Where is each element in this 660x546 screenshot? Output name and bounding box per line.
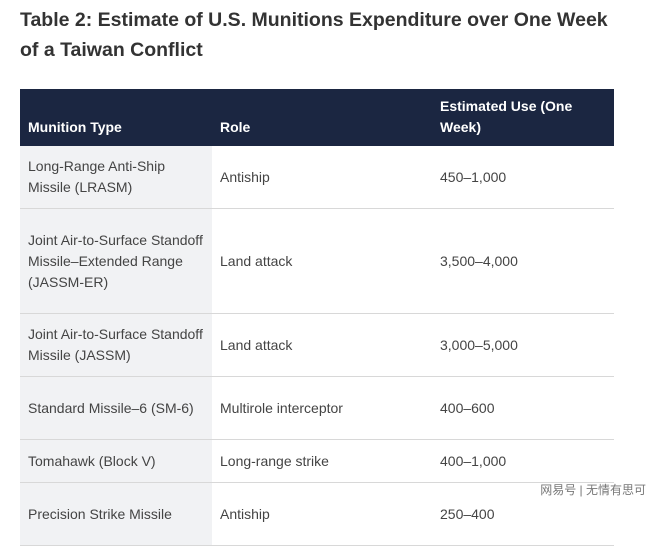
table-cell: Antiship: [220, 505, 270, 522]
table-cell: 3,000–5,000: [440, 336, 518, 353]
page: {"title": "Table 2: Estimate of U.S. Mun…: [20, 9, 646, 546]
table-cell: 400–1,000: [440, 452, 507, 469]
table-cell: 400–600: [440, 399, 495, 416]
header-cell: Role: [220, 119, 251, 135]
table-cell: Joint Air-to-Surface Standoff Missile (J…: [20, 314, 212, 376]
table-cell: Long-Range Anti-Ship Missile (LRASM): [20, 146, 212, 208]
table-row: Joint Air-to-Surface Standoff Missile–Ex…: [20, 209, 614, 314]
table-cell: Joint Air-to-Surface Standoff Missile–Ex…: [20, 209, 212, 313]
table-cell: Land attack: [220, 336, 293, 353]
table-row: Long-Range Anti-Ship Missile (LRASM) Anti…: [20, 146, 614, 209]
table-cell: Precision Strike Missile: [20, 483, 212, 545]
header-row: Munition Type Role Estimated Use (One Week…: [20, 89, 614, 146]
table-row: Precision Strike Missile Antiship 250–400: [20, 483, 614, 546]
table-title: Table 2: Estimate of U.S. Munitions Expe…: [20, 9, 608, 61]
table-cell: Antiship: [220, 168, 270, 185]
table-cell: Land attack: [220, 252, 293, 269]
table-cell: 3,500–4,000: [440, 252, 518, 269]
table-cell: Tomahawk (Block V): [20, 440, 212, 482]
header-cell: Estimated Use (One Week): [440, 98, 573, 135]
table-cell: 450–1,000: [440, 168, 507, 185]
header-cell: Munition Type: [28, 119, 122, 135]
table-row: Joint Air-to-Surface Standoff Missile (J…: [20, 314, 614, 377]
table-cell: Multirole interceptor: [220, 399, 343, 416]
table-cell: Long-range strike: [220, 452, 329, 469]
table-row: Tomahawk (Block V) Long-range strike 400–1…: [20, 440, 614, 483]
watermark: 网易号 | 无情有思可: [540, 483, 646, 497]
table: Munition Type Role Estimated Use (One Week…: [20, 89, 614, 546]
table-cell: Standard Missile–6 (SM-6): [20, 377, 212, 439]
table-row: Standard Missile–6 (SM-6) Multirole inter…: [20, 377, 614, 440]
